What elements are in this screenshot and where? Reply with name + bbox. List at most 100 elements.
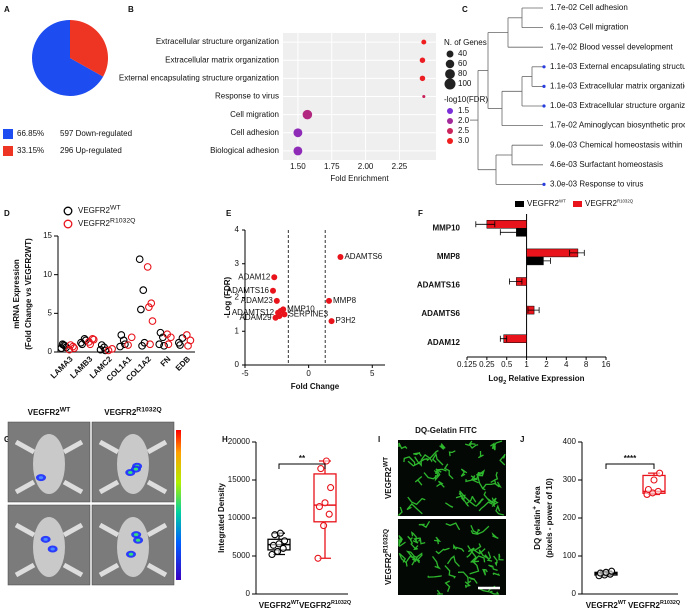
data-point xyxy=(317,465,325,473)
data-point xyxy=(116,342,124,351)
data-point xyxy=(89,335,98,344)
error-bar xyxy=(499,335,508,342)
legend-value: 66.85% xyxy=(17,129,44,138)
bubble xyxy=(419,57,426,63)
legend-swatch xyxy=(3,146,13,156)
legend-marker xyxy=(63,219,73,229)
data-point xyxy=(656,469,664,477)
leaf-dot xyxy=(542,104,546,108)
data-point xyxy=(279,544,287,552)
x-tick-label: VEGFR2WT xyxy=(586,601,627,611)
data-point xyxy=(145,303,153,311)
legend-size xyxy=(445,69,455,79)
x-axis-label: Log2 Relative Expression xyxy=(488,374,584,385)
x-axis-label: Fold Enrichment xyxy=(330,174,389,183)
leaf-label: 1.7e-02 Blood vessel development xyxy=(550,42,674,51)
x-tick-label: 5 xyxy=(370,369,375,378)
data-point xyxy=(337,254,344,260)
data-point xyxy=(275,540,283,548)
data-point xyxy=(274,547,282,555)
y-axis-label: DQ gelatin+ Area xyxy=(531,486,542,550)
signal-blob xyxy=(38,476,44,480)
leaf-label: 1.0e-03 Extracellular structure organiza… xyxy=(550,101,685,110)
leaf-label: 4.6e-03 Surfactant homeostasis xyxy=(550,160,663,169)
point-label: SERPINE3 xyxy=(288,309,328,318)
data-point xyxy=(104,346,113,355)
x-tick-label: VEGFR2R1032Q xyxy=(299,601,351,611)
x-tick-label: 16 xyxy=(602,360,611,369)
legend-color xyxy=(447,118,453,124)
legend-label-part: VEGFR2 xyxy=(78,219,111,228)
x-tick-label: 4 xyxy=(564,360,569,369)
signal-blob xyxy=(135,538,141,542)
error-bar xyxy=(533,257,551,264)
y-tick-label: 100 xyxy=(563,551,577,560)
leaf-label: 1.1e-03 Extracellular matrix organizatio… xyxy=(550,82,685,91)
data-point xyxy=(602,568,610,576)
legend-swatch xyxy=(573,201,582,207)
x-tick-label: EDB xyxy=(174,354,192,372)
legend-label-part: VEGFR2 xyxy=(78,206,111,215)
data-point xyxy=(166,333,175,342)
panel-letter: B xyxy=(128,5,134,14)
photo-subject xyxy=(98,522,168,578)
legend-color xyxy=(447,138,453,144)
x-tick-label-part: VEGFR2 xyxy=(299,601,332,610)
legend-label: 60 xyxy=(458,59,467,68)
data-point xyxy=(276,529,284,537)
x-tick-label: FN xyxy=(159,354,173,368)
category-label: MMP8 xyxy=(437,252,461,261)
y-tick-label: 10000 xyxy=(228,513,251,522)
data-point xyxy=(138,341,146,350)
point-label: ADAMTS16 xyxy=(227,286,270,295)
data-point xyxy=(97,341,106,349)
x-tick-label-part: VEGFR2 xyxy=(628,601,661,610)
legend-label-part: WT xyxy=(559,199,566,204)
y-axis-label: mRNA Expression xyxy=(12,259,21,329)
legend-value: 33.15% xyxy=(17,146,44,155)
data-point xyxy=(127,333,136,342)
column-label-part: VEGFR2 xyxy=(104,408,137,417)
data-point xyxy=(273,297,280,304)
legend-label: 100 xyxy=(458,79,472,88)
x-tick-label: 0 xyxy=(306,369,311,378)
y-tick-label: 5000 xyxy=(232,551,250,560)
signal-blob xyxy=(128,552,134,556)
legend-swatch xyxy=(515,201,524,207)
x-tick-label: 0.125 xyxy=(457,360,478,369)
data-point xyxy=(654,487,662,495)
y-tick-label: 0 xyxy=(48,347,53,356)
x-tick-label: 1.50 xyxy=(290,162,306,171)
row-label-part: VEGFR2 xyxy=(384,552,393,585)
y-axis-label-part: Area xyxy=(533,486,542,506)
data-point xyxy=(139,286,148,294)
photo-subject xyxy=(14,439,84,495)
y-axis-label: (Fold Change vs VEGFR2WT) xyxy=(24,238,33,350)
error-bar xyxy=(475,221,496,228)
legend-label: 296 Up-regulated xyxy=(60,146,122,155)
category-label: Extracellular matrix organization xyxy=(165,55,279,64)
x-tick-label: VEGFR2WT xyxy=(259,601,300,611)
x-tick-label: VEGFR2R1032Q xyxy=(628,601,680,611)
column-label: VEGFR2R1032Q xyxy=(104,406,162,417)
data-point xyxy=(276,313,283,320)
data-point xyxy=(277,308,284,314)
data-point xyxy=(148,317,157,325)
y-tick-label: 15000 xyxy=(228,475,251,484)
y-tick-label: 1 xyxy=(235,326,240,335)
error-bar xyxy=(509,278,523,285)
data-point xyxy=(327,484,335,492)
panel-letter: A xyxy=(4,5,10,14)
error-bar xyxy=(527,307,540,314)
photo-subject xyxy=(98,439,168,495)
row-label: VEGFR2WT xyxy=(382,457,393,499)
data-point xyxy=(650,476,658,484)
y-axis-label: Integrated Density xyxy=(217,483,226,553)
data-point xyxy=(608,567,616,575)
point-label: ADAM23 xyxy=(241,296,274,305)
category-label: External encapsulating structure organiz… xyxy=(119,73,279,82)
point-label: ADAM12 xyxy=(238,272,271,281)
leaf-label: 1.7e-02 Aminoglycan biosynthetic proc. xyxy=(550,121,685,130)
data-point xyxy=(121,340,129,349)
